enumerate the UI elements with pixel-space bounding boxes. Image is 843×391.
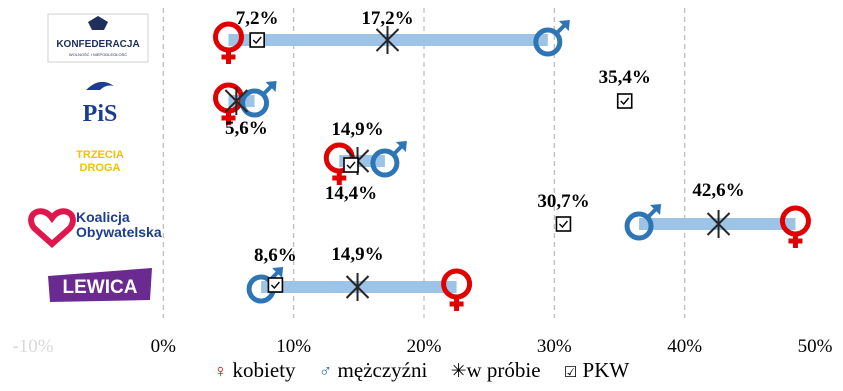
logo-text: KONFEDERACJA	[56, 39, 139, 50]
legend: ♀ kobiety ♂ mężczyźni ✳w próbie ☑ PKW	[0, 358, 843, 383]
legend-label-female: kobiety	[232, 358, 296, 382]
male-ring	[533, 27, 563, 57]
male-arrow-head	[558, 20, 570, 31]
female-icon: ♀	[213, 361, 228, 381]
logo-subtext: WOLNOŚĆ I NIEPODLEGŁOŚĆ	[69, 52, 127, 57]
pkw-marker	[616, 93, 633, 109]
legend-label-male: mężczyźni	[337, 358, 428, 382]
data-label: 42,6%	[692, 180, 744, 201]
eagle-icon	[86, 81, 114, 90]
data-label: 35,4%	[599, 67, 651, 88]
logo-banner	[48, 268, 152, 302]
legend-item-male: ♂ mężczyźni	[319, 358, 428, 382]
data-label: 17,2%	[361, 8, 413, 29]
x-tick-label: 30%	[537, 336, 572, 357]
male-arrow-head	[650, 204, 662, 215]
pkw-box	[555, 216, 572, 232]
range-bars	[228, 34, 796, 293]
legend-label-pkw: PKW	[582, 358, 630, 382]
male-arrow-head	[265, 81, 277, 92]
female-marker	[441, 268, 473, 311]
heart-icon	[28, 208, 76, 249]
x-tick-label: 50%	[798, 336, 833, 357]
sample-marker	[706, 210, 731, 238]
male-marker	[240, 81, 277, 118]
crown-icon	[88, 16, 108, 30]
male-arrow-head	[395, 141, 407, 152]
logo-text: LEWICA	[63, 277, 138, 298]
x-tick-label: 0%	[151, 336, 177, 357]
pkw-check	[252, 36, 262, 45]
data-label: 30,7%	[537, 191, 589, 212]
pkw-box	[249, 32, 265, 48]
male-ring	[370, 148, 400, 178]
x-tick-label: 40%	[667, 336, 702, 357]
logo-text: Obywatelska	[76, 224, 162, 240]
logo-text: DROGA	[80, 162, 121, 174]
pkw-marker	[555, 216, 572, 232]
logo-frame	[47, 13, 149, 63]
x-tick-label: -10%	[12, 336, 53, 357]
x-tick-label: 10%	[276, 336, 311, 357]
sample-marker	[224, 87, 249, 115]
female-marker	[213, 21, 244, 64]
legend-item-pkw: ☑ PKW	[564, 358, 629, 382]
male-marker	[624, 204, 662, 241]
female-marker	[779, 205, 811, 248]
x-tick-label: 20%	[407, 336, 442, 357]
male-marker	[370, 141, 407, 178]
male-arrow-head	[272, 267, 284, 278]
data-label: 8,6%	[254, 245, 297, 266]
asterisk-icon: ✳	[450, 361, 467, 382]
pkw-check	[620, 97, 630, 106]
data-labels: 7,2% 17,2% 35,4% 5,6% 14,9% 14,4% 42,6% 30,7% 8,…	[225, 8, 745, 266]
male-marker	[533, 20, 570, 57]
data-label: 5,6%	[225, 118, 268, 139]
markers	[213, 20, 811, 311]
data-label: 14,9%	[331, 119, 383, 140]
pkw-marker	[249, 32, 265, 48]
legend-item-female: ♀ kobiety	[214, 358, 296, 382]
data-label: 14,9%	[331, 244, 383, 265]
pkw-box	[616, 93, 633, 109]
pkw-check	[270, 281, 280, 290]
male-ring	[624, 211, 654, 241]
pkw-check	[558, 220, 568, 229]
logo-text: PiS	[83, 101, 118, 127]
x-axis-ticks: -10% 0% 10% 20% 30% 40% 50%	[12, 336, 832, 357]
legend-item-sample: ✳w próbie	[451, 358, 541, 382]
logo-lewica: LEWICA	[48, 268, 152, 302]
data-label: 14,4%	[325, 183, 377, 204]
logo-konfederacja: KONFEDERACJA WOLNOŚĆ I NIEPODLEGŁOŚĆ	[47, 13, 149, 63]
male-ring	[240, 88, 270, 118]
pkw-box	[343, 157, 359, 173]
logo-text: Koalicja	[76, 209, 130, 225]
checkbox-icon: ☑	[563, 365, 578, 381]
party-logos: KONFEDERACJA WOLNOŚĆ I NIEPODLEGŁOŚĆ PiS TR…	[28, 13, 162, 302]
logo-text: TRZECIA	[76, 149, 124, 161]
pkw-box	[267, 277, 284, 293]
sample-marker	[345, 273, 370, 301]
pkw-check	[346, 161, 356, 170]
pkw-marker	[343, 157, 359, 173]
legend-label-sample: w próbie	[466, 358, 541, 382]
logo-pis: PiS	[83, 81, 118, 127]
pkw-marker	[267, 277, 284, 293]
sample-marker	[375, 26, 400, 54]
grid	[162, 8, 686, 318]
male-icon: ♂	[318, 361, 333, 381]
chart: KONFEDERACJA WOLNOŚĆ I NIEPODLEGŁOŚĆ PiS TR…	[12, 8, 833, 357]
data-label: 7,2%	[236, 8, 279, 29]
